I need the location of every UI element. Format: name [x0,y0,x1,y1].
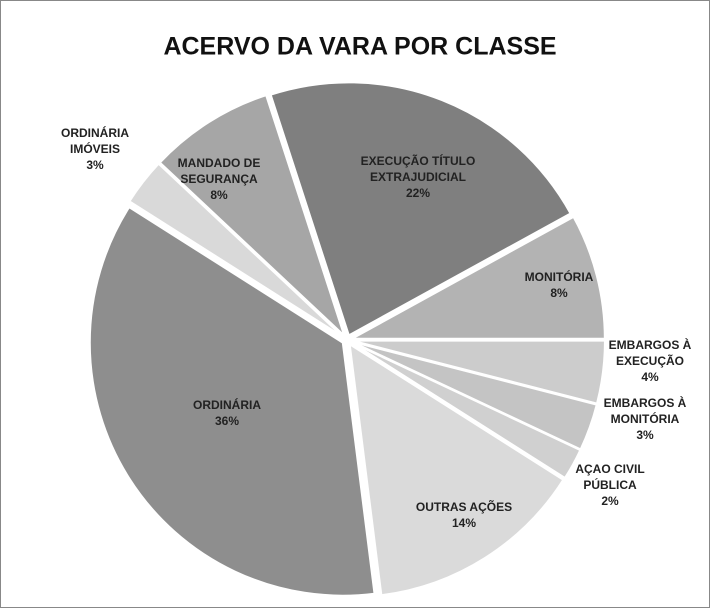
slice-value-label: 4% [641,370,659,384]
slice-value-label: 8% [210,188,228,202]
slice-label: MONITÓRIA [525,269,594,284]
slice-value-label: 14% [452,516,476,530]
slice-label: OUTRAS AÇÕES [416,499,512,514]
pie-slice [88,205,376,597]
slice-value-label: 3% [86,158,104,172]
slice-value-label: 8% [550,286,568,300]
slice-label: EXECUÇÃO TÍTULO [361,153,476,168]
slice-label: ORDINÁRIA [61,125,129,140]
slice-label: EXECUÇÃO [616,353,684,368]
pie-slice [350,341,582,480]
slice-value-label: 36% [215,414,239,428]
pie-slice [351,215,606,340]
slice-label: MONITÓRIA [611,411,680,426]
slice-label: EXTRAJUDICIAL [370,170,466,184]
slice-label: AÇAO CIVIL [575,462,644,476]
slice-label: PÚBLICA [583,477,637,492]
pie-slice [128,162,344,338]
slice-label: EMBARGOS À [609,337,692,352]
pie-slice [351,339,606,405]
slice-label: EMBARGOS À [604,395,687,410]
slice-label: SEGURANÇA [180,172,258,186]
slice-value-label: 2% [601,494,619,508]
pie-slice [158,93,346,337]
slice-value-label: 3% [636,428,654,442]
chart-title: ACERVO DA VARA POR CLASSE [163,33,556,61]
slice-label: IMÓVEIS [70,141,120,156]
slice-label: ORDINÁRIA [193,397,261,412]
slice-value-label: 22% [406,186,430,200]
pie-slice [269,81,572,337]
pie-slice [348,342,565,597]
slice-label: MANDADO DE [178,156,261,170]
